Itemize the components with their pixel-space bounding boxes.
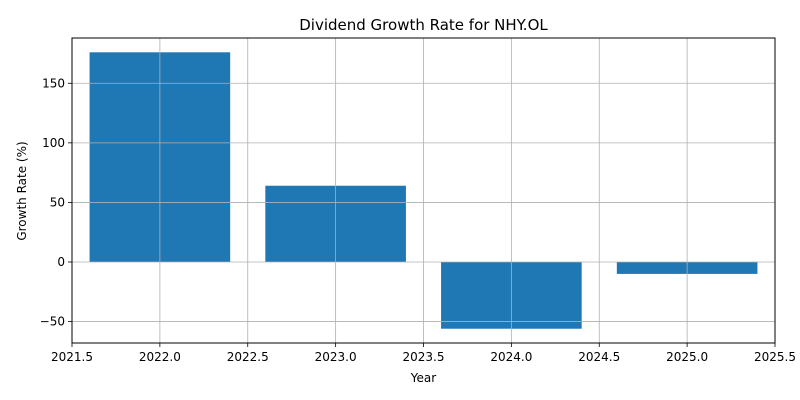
y-tick-label: 150 xyxy=(42,76,65,90)
y-tick-label: 0 xyxy=(57,255,65,269)
y-tick-label: 100 xyxy=(42,136,65,150)
x-tick-label: 2022.0 xyxy=(139,350,181,364)
y-tick-label: 50 xyxy=(50,195,65,209)
x-tick-label: 2024.0 xyxy=(490,350,532,364)
y-axis-label: Growth Rate (%) xyxy=(15,141,29,240)
grid-lines xyxy=(71,38,776,343)
x-tick-label: 2023.0 xyxy=(315,350,357,364)
x-tick-label: 2022.5 xyxy=(227,350,269,364)
x-tick-label: 2023.5 xyxy=(403,350,445,364)
chart-title: Dividend Growth Rate for NHY.OL xyxy=(299,16,548,34)
x-tick-label: 2025.0 xyxy=(666,350,708,364)
y-tick-label: −50 xyxy=(40,315,65,329)
plot-frame xyxy=(71,37,776,344)
x-axis-label: Year xyxy=(410,371,436,385)
x-tick-label: 2025.5 xyxy=(754,350,796,364)
ticks: 2021.5 2022.0 2022.5 2023.0 2023.5 2024.0 2024… xyxy=(40,76,796,364)
x-tick-label: 2021.5 xyxy=(51,350,93,364)
x-tick-label: 2024.5 xyxy=(578,350,620,364)
